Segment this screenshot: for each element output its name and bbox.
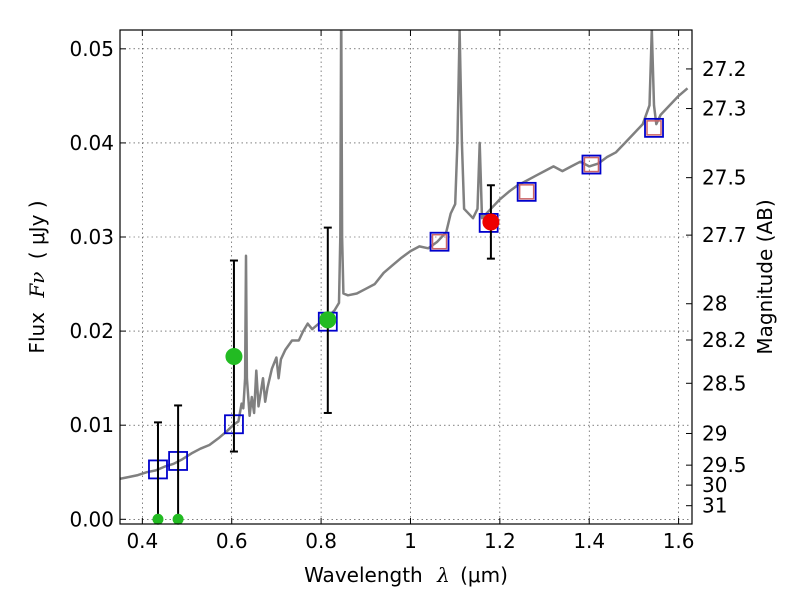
x-axis-label: Wavelength λ (μm) <box>304 563 508 587</box>
x-axis-label-symbol: λ <box>436 563 450 587</box>
y-axis-ticks: 0.00 0.01 0.02 0.03 0.04 0.05 <box>69 37 126 531</box>
observation-point-green <box>319 311 337 329</box>
grid-lines <box>120 30 692 524</box>
model-band-inner-marker <box>583 156 600 173</box>
model-band-inner-marker <box>646 120 662 136</box>
model-band-inner-marker <box>518 184 535 200</box>
y-axis-label-unit: ( μJy ) <box>25 200 49 259</box>
x-tick-label: 1.6 <box>663 529 695 553</box>
x-tick-label: 1.4 <box>573 529 605 553</box>
y2-tick-label: 29 <box>702 421 727 445</box>
y2-tick-label: 30 <box>702 473 727 497</box>
y-tick-label: 0.00 <box>69 507 114 531</box>
y-axis-label: Flux Fν ( μJy ) <box>25 200 49 353</box>
x-axis-label-unit: (μm) <box>460 563 508 587</box>
model-spectrum-line <box>120 30 689 481</box>
y2-axis-label: Magnitude (AB) <box>753 199 777 354</box>
observation-point-green <box>225 348 243 366</box>
y2-tick-label: 29.5 <box>702 453 747 477</box>
observations-layer <box>152 184 500 525</box>
observation-point-green <box>152 513 164 525</box>
x-axis-ticks: 0.4 0.6 0.8 1 1.2 1.4 1.6 <box>126 30 695 553</box>
x-tick-label: 0.4 <box>126 529 158 553</box>
model-band-square <box>429 231 450 252</box>
y2-tick-label: 28.2 <box>702 328 747 352</box>
y-tick-label: 0.02 <box>69 319 114 343</box>
y-tick-label: 0.03 <box>69 225 114 249</box>
observation-point-red <box>482 213 500 231</box>
model-band-square <box>581 154 602 175</box>
y-tick-label: 0.01 <box>69 413 114 437</box>
model-band-inner-marker <box>431 233 448 250</box>
model-bands-layer <box>148 117 664 480</box>
y2-tick-label: 31 <box>702 494 727 518</box>
y2-tick-label: 27.7 <box>702 223 747 247</box>
model-band-square <box>644 117 664 138</box>
y-axis-label-main: Flux <box>25 312 49 354</box>
observation-point-green <box>172 513 184 525</box>
y2-tick-label: 27.2 <box>702 57 747 81</box>
y2-tick-label: 27.3 <box>702 97 747 121</box>
x-tick-label: 1 <box>404 529 417 553</box>
y-tick-label: 0.05 <box>69 37 114 61</box>
y-tick-label: 0.04 <box>69 131 114 155</box>
x-tick-label: 1.2 <box>484 529 516 553</box>
model-spectrum-layer <box>120 30 689 481</box>
model-band-square <box>516 181 537 202</box>
y2-tick-label: 27.5 <box>702 166 747 190</box>
y2-tick-label: 28 <box>702 292 727 316</box>
x-tick-label: 0.8 <box>305 529 337 553</box>
x-axis-label-main: Wavelength <box>304 563 423 587</box>
y-axis-label-symbol: Fν <box>25 272 49 299</box>
x-tick-label: 0.6 <box>216 529 248 553</box>
y2-tick-label: 28.5 <box>702 371 747 395</box>
plot-frame <box>119 29 693 525</box>
